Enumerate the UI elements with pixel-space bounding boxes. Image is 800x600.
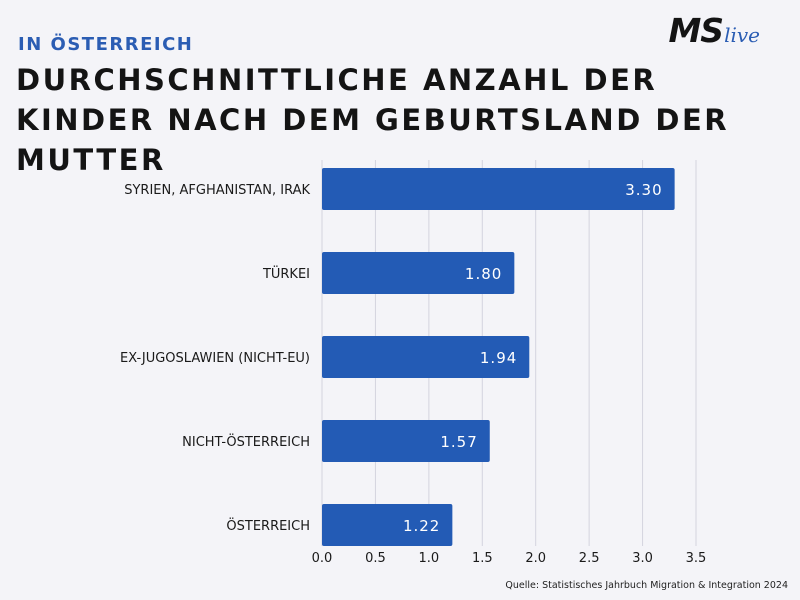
category-label: EX-JUGOSLAWIEN (NICHT-EU) <box>120 351 310 366</box>
x-tick-label: 3.0 <box>632 551 653 566</box>
bar <box>322 504 453 546</box>
x-tick-label: 2.0 <box>525 551 546 566</box>
bar <box>322 420 490 462</box>
x-tick-label: 0.0 <box>312 551 333 566</box>
value-label: 1.80 <box>465 265 502 283</box>
value-label: 1.57 <box>440 433 477 451</box>
bar <box>322 336 530 378</box>
category-label: ÖSTERREICH <box>226 517 310 534</box>
category-label: NICHT-ÖSTERREICH <box>182 433 310 450</box>
kicker: IN ÖSTERREICH <box>18 34 194 55</box>
logo-ms-text: MS <box>668 11 724 50</box>
bar <box>322 252 515 294</box>
value-label: 1.94 <box>480 349 517 367</box>
chart-title: DURCHSCHNITTLICHE ANZAHL DER KINDER NACH… <box>16 63 730 177</box>
x-tick-label: 3.5 <box>686 551 707 566</box>
x-tick-label: 0.5 <box>365 551 386 566</box>
bar <box>322 168 675 210</box>
x-tick-label: 1.5 <box>472 551 493 566</box>
ms-live-logo: MS live <box>668 6 760 50</box>
category-label: SYRIEN, AFGHANISTAN, IRAK <box>124 183 310 198</box>
value-label: 1.22 <box>403 517 440 535</box>
source-note: Quelle: Statistisches Jahrbuch Migration… <box>505 580 788 591</box>
x-tick-label: 1.0 <box>419 551 440 566</box>
logo-live-text: live <box>724 23 760 47</box>
value-label: 3.30 <box>625 181 662 199</box>
x-tick-label: 2.5 <box>579 551 600 566</box>
category-label: TÜRKEI <box>262 265 310 282</box>
